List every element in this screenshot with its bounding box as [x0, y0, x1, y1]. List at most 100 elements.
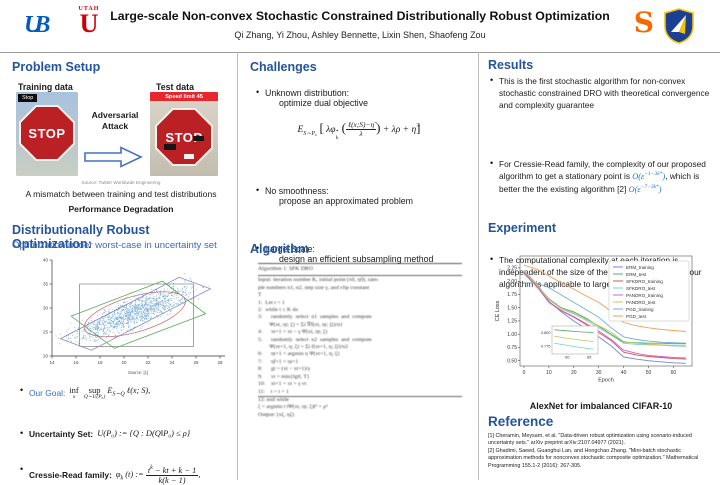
cressie-read-label: Cressie-Read family: — [29, 469, 112, 480]
x-tick-label: 20 — [571, 370, 577, 376]
poster-title: Large-scale Non-convex Stochastic Constr… — [110, 9, 610, 23]
y-tick-label: 25 — [43, 330, 49, 335]
scatter-cloud — [55, 273, 210, 348]
dual-objective-formula: ES∼P₀ [ λφ * k (ℓ(x;S)−η̃ λ) + λρ + η̃] — [297, 120, 421, 141]
algorithm-line: Output: (xζ, ηζ) — [258, 411, 294, 418]
dro-subtitle: Optimization under worst-case in uncerta… — [12, 240, 217, 251]
scatter-caption: Source: [1] — [128, 370, 148, 375]
y-tick-label: 1.75 — [507, 292, 517, 298]
reference-list: [1] Cheramin, Meysam, et al. "Data-drive… — [488, 433, 714, 471]
x-tick-label: 30 — [596, 370, 602, 376]
training-data-label: Training data — [18, 82, 73, 92]
goal-label: Our Goal: — [29, 388, 66, 399]
y-tick-label: 2.25 — [507, 266, 517, 272]
inset-line — [554, 329, 594, 333]
mismatch-text: A mismatch between training and test dis… — [25, 189, 217, 199]
afrl-shield-icon — [664, 8, 694, 44]
scatter-axes: 14 16 18 20 22 24 26 28 20 25 30 35 40 — [43, 258, 225, 365]
plot-axes: 0.50 0.75 1.00 1.25 1.50 1.75 2.00 2.25 0 10 20 30 4… — [507, 266, 676, 376]
utah-logo-icon: UTAH U — [78, 6, 100, 38]
column-divider-1 — [237, 52, 238, 480]
x-axis-label: Epoch — [598, 378, 614, 384]
series-lines — [523, 264, 686, 364]
syracuse-logo-icon: S — [633, 6, 654, 39]
series-PANDRO_training — [523, 272, 686, 359]
ub-logo-icon: UB — [24, 12, 50, 38]
x-tick-label: 24 — [169, 360, 175, 365]
algorithm-line: 2: while t ≤ K do — [258, 307, 299, 314]
inset-y-tick-label: 0.800 — [541, 331, 551, 335]
poster-header: UB UTAH U Large-scale Non-convex Stochas… — [0, 0, 720, 53]
stop-sign-text: STOP — [28, 125, 66, 141]
x-tick-label: 16 — [73, 360, 79, 365]
challenge-bullet-3: Large-Scale: design an efficient subsamp… — [256, 243, 475, 264]
y-tick-label: 2.00 — [507, 279, 517, 285]
legend-label: PANDRO_test — [626, 300, 656, 305]
image-source-caption: Source: Twitter Worldwide Engineering — [81, 180, 161, 185]
adversarial-patch — [164, 144, 176, 150]
y-tick-label: 1.00 — [507, 332, 517, 338]
reference-heading: Reference — [488, 414, 554, 429]
y-tick-label: 0.75 — [507, 345, 517, 351]
results-bullet-3: The computational complexity at each ite… — [490, 253, 720, 290]
uncertainty-set-formula: U(P₀) := {Q : D(Q‖P₀) ≤ ρ} — [97, 429, 191, 438]
algorithm-line: Ψ(xt, ηt; ξ) = Σi ∇f(xt, ηt; ξi)/n1 — [258, 321, 343, 328]
results-section: Results This is the first stochastic alg… — [488, 58, 714, 480]
legend-label: PGD_training — [626, 307, 654, 312]
series-PGD_training — [524, 282, 686, 344]
stop-sign-text: STOP — [165, 129, 203, 145]
algorithm-line: 9: vt = min{‖gt‖, T} — [258, 373, 310, 380]
challenge-bullet-1: Unknown distribution: optimize dual obje… — [256, 87, 475, 108]
legend-label: SFKDRO_training — [626, 279, 663, 284]
uncertainty-plot: 14 16 18 20 22 24 26 28 20 25 30 35 40 Source: [1] — [43, 258, 225, 375]
inset-plot: 0.800 0.775 60 65 — [541, 325, 599, 360]
adversarial-patch — [193, 136, 204, 141]
inset-line — [554, 335, 594, 342]
reference-item: [2] Ghadimi, Saeed, Guanghui Lan, and Ho… — [488, 448, 699, 469]
legend: ERM_training ERM_test SFKDRO_training SFKDR… — [608, 260, 690, 322]
algorithm-line: 12: end while — [258, 395, 462, 404]
series-PGD_test — [523, 264, 686, 332]
algorithm-line: 7: η̃t+1 = ηt+1 — [258, 358, 299, 365]
y-tick-label: 35 — [43, 282, 49, 287]
problem-setup-heading: Problem Setup — [12, 60, 101, 74]
inset-line — [554, 342, 594, 350]
uncertainty-set-label: Uncertainty Set: — [29, 428, 94, 439]
x-tick-label: 10 — [546, 370, 552, 376]
algorithm-line: 5: randomly select n2 samples and comput… — [258, 336, 372, 343]
attack-arrow-icon — [84, 146, 143, 168]
problem-setup-section: Problem Setup Training data Test data ST… — [10, 58, 232, 485]
series-SFKDRO_test — [523, 270, 686, 347]
inset-x-tick-label: 60 — [565, 356, 569, 360]
algorithm-line: Ψ(xt+1, η; ξ) = Σi f(xt+1, η; ξi)/n2 — [258, 344, 348, 351]
cressie-read-formula: φk (t) := tk − kt + k − 1 k(k − 1), — [115, 464, 201, 485]
algorithm-line: Algorithm 1: SFK DRO — [258, 265, 462, 277]
degradation-text: Performance Degradation — [68, 204, 174, 214]
challenge-bullet-2: No smoothness: propose an approximated p… — [256, 185, 475, 206]
algorithm-line: ζ = argmin t ‖Ψ(xt, ηt; ξ)‖² + ρ² — [258, 404, 328, 411]
series-PANDRO_test — [523, 270, 686, 346]
legend-label: ERM_training — [626, 265, 654, 270]
x-tick-label: 28 — [217, 360, 223, 365]
algorithm-line: 10: xt+1 = xt + γ vt — [258, 381, 307, 388]
x-tick-label: 0 — [523, 370, 526, 376]
test-stop-sign-image: STOP Speed limit 45 — [150, 92, 218, 176]
algorithm-line: Input: iteration number K, initial point… — [258, 277, 379, 284]
algorithm-heading: Algorithm — [250, 242, 310, 256]
set-polygon — [59, 276, 212, 351]
plot-frame — [519, 255, 693, 367]
algorithm-line: T — [258, 292, 262, 299]
algorithm-line: 3: randomly select n1 samples and comput… — [258, 314, 372, 321]
experiment-heading: Experiment — [488, 221, 557, 235]
set-rect — [79, 283, 195, 347]
inset-x-tick-label: 65 — [587, 356, 591, 360]
stop-class-tag: Stop — [18, 94, 38, 102]
y-tick-label: 40 — [43, 258, 49, 263]
test-data-label: Test data — [156, 82, 194, 92]
algorithm-line: 11: t = t + 1 — [258, 388, 289, 395]
poster-authors: Qi Zhang, Yi Zhou, Ashley Bennette, Lixi… — [234, 30, 486, 40]
y-axis-label: CE Loss — [495, 300, 501, 321]
cressie-read-bullet: Cressie-Read family: φk (t) := tk − kt +… — [20, 463, 241, 485]
experiment-plot: 0.50 0.75 1.00 1.25 1.50 1.75 2.00 2.25 0 10 20 30 4… — [495, 255, 693, 384]
